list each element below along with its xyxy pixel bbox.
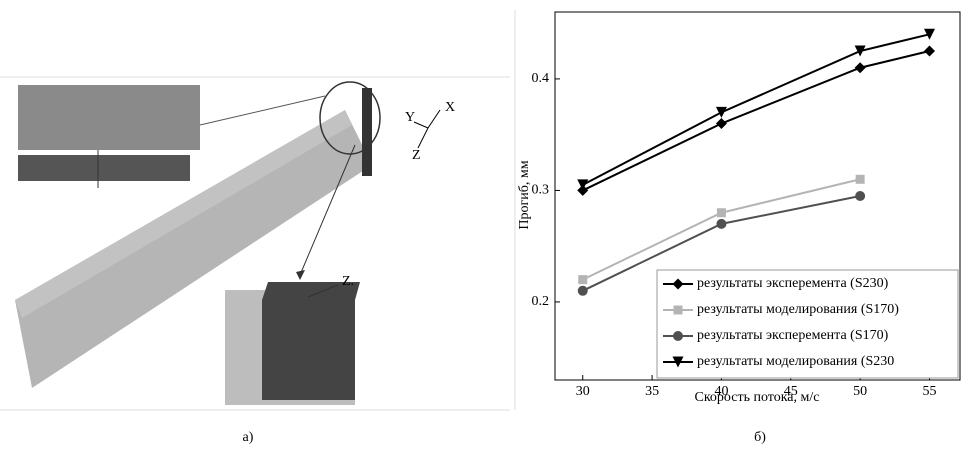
marker xyxy=(578,286,588,296)
plate-label: Z. xyxy=(342,274,354,289)
caption: б) xyxy=(754,430,766,445)
marker xyxy=(674,306,683,315)
axis-label: Z xyxy=(412,148,421,163)
series-line xyxy=(583,51,930,190)
marker xyxy=(856,175,865,184)
legend-label: результаты моделирования (S170) xyxy=(697,302,899,317)
x-tick-label: 55 xyxy=(922,384,936,399)
marker xyxy=(716,219,726,229)
x-tick-label: 35 xyxy=(645,384,659,399)
marker xyxy=(716,107,727,118)
legend-label: результаты эксперемента (S230) xyxy=(697,276,889,291)
y-axis-label: Прогиб, мм xyxy=(517,160,532,229)
x-tick-label: 40 xyxy=(714,384,728,399)
legend-label: результаты эксперемента (S170) xyxy=(697,328,889,343)
axis-label: Y xyxy=(405,110,415,125)
marker xyxy=(717,208,726,217)
axis-label: X xyxy=(445,100,455,115)
simulation-image: X Y Z Z. xyxy=(0,77,510,410)
marker xyxy=(855,62,866,73)
y-tick-label: 0.2 xyxy=(532,294,550,309)
caption: а) xyxy=(243,430,254,445)
figure: X Y Z Z. а) б) Прогиб, мм Скорость поток… xyxy=(0,0,963,457)
marker xyxy=(716,118,727,129)
y-tick-label: 0.4 xyxy=(532,71,550,86)
x-axis-label: Скорость потока, м/с xyxy=(694,390,819,405)
marker xyxy=(924,46,935,57)
legend-label: результаты моделирования (S230 xyxy=(697,354,894,369)
x-tick-label: 30 xyxy=(576,384,590,399)
marker xyxy=(673,331,683,341)
marker xyxy=(855,191,865,201)
marker xyxy=(578,275,587,284)
series-line xyxy=(583,179,860,279)
x-tick-label: 50 xyxy=(853,384,867,399)
y-tick-label: 0.3 xyxy=(532,183,550,198)
x-tick-label: 45 xyxy=(784,384,798,399)
